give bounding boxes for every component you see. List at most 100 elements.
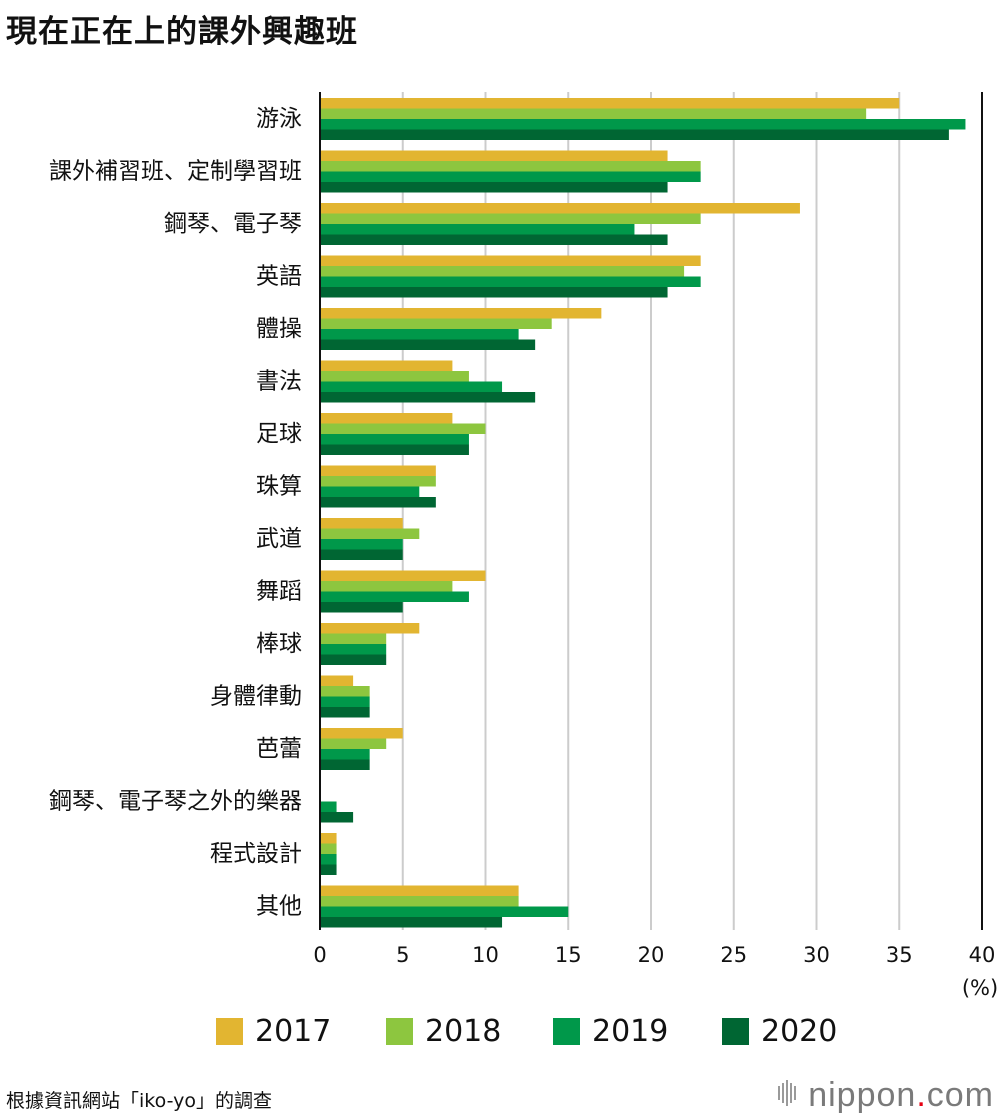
brand-tld: com: [926, 1076, 994, 1114]
x-axis-unit: (%): [962, 976, 998, 1000]
legend-item-2020: 2020: [722, 1014, 837, 1049]
bar-2020-5: [320, 392, 536, 403]
legend-item-2019: 2019: [553, 1014, 668, 1049]
bar-2018-4: [320, 318, 552, 329]
category-label: 身體律動: [210, 684, 302, 710]
x-tick-label: 15: [555, 943, 582, 967]
bar-2018-11: [320, 686, 370, 697]
bar-2019-9: [320, 591, 469, 602]
bar-2019-8: [320, 539, 403, 550]
bar-2017-4: [320, 308, 602, 319]
bar-2017-7: [320, 465, 436, 476]
bar-2017-3: [320, 255, 701, 266]
category-label: 體操: [256, 316, 302, 342]
bar-2018-7: [320, 476, 436, 487]
bar-2019-3: [320, 276, 701, 287]
nippon-logo-icon: [778, 1076, 800, 1115]
category-label: 珠算: [256, 474, 302, 500]
x-tick-label: 35: [886, 943, 913, 967]
legend-label-2020: 2020: [761, 1014, 838, 1049]
category-label: 其他: [256, 894, 302, 920]
chart-title: 現在正在上的課外興趣班: [6, 14, 358, 50]
bar-2019-14: [320, 854, 337, 865]
bar-2019-1: [320, 171, 701, 182]
legend-swatch-2019: [553, 1018, 580, 1045]
bar-2020-8: [320, 549, 403, 560]
bar-2017-0: [320, 98, 900, 109]
category-label: 書法: [256, 369, 302, 395]
bar-2020-2: [320, 234, 668, 245]
category-label: 武道: [256, 526, 302, 552]
category-label: 足球: [256, 421, 302, 447]
bar-2020-6: [320, 444, 469, 455]
bar-2019-6: [320, 434, 469, 445]
legend-swatch-2017: [216, 1018, 243, 1045]
bar-2019-2: [320, 224, 635, 235]
bar-2018-15: [320, 896, 519, 907]
bar-chart: 游泳課外補習班、定制學習班鋼琴、電子琴英語體操書法足球珠算武道舞蹈棒球身體律動芭…: [49, 92, 998, 1000]
source-note: 根據資訊網站「iko-yo」的調查: [6, 1090, 272, 1112]
bar-2017-6: [320, 413, 453, 424]
legend-swatch-2018: [386, 1018, 413, 1045]
bar-2019-7: [320, 486, 420, 497]
bar-2020-12: [320, 759, 370, 770]
bar-2018-6: [320, 423, 486, 434]
bar-2020-9: [320, 602, 403, 613]
x-tick-label: 0: [313, 943, 326, 967]
bar-2018-9: [320, 581, 453, 592]
category-label: 游泳: [256, 106, 302, 132]
bar-2017-10: [320, 623, 420, 634]
bar-2017-15: [320, 885, 519, 896]
legend-item-2017: 2017: [216, 1014, 331, 1049]
legend-label-2017: 2017: [255, 1014, 332, 1049]
bar-2019-4: [320, 329, 519, 340]
x-tick-label: 30: [803, 943, 830, 967]
legend-swatch-2020: [722, 1018, 749, 1045]
bar-2019-5: [320, 381, 503, 392]
bar-2018-10: [320, 633, 387, 644]
bar-2020-13: [320, 812, 354, 823]
bar-2017-9: [320, 570, 486, 581]
bar-2018-8: [320, 528, 420, 539]
bar-2017-14: [320, 833, 337, 844]
category-label: 英語: [256, 264, 302, 290]
category-label: 舞蹈: [256, 579, 302, 605]
category-label: 課外補習班、定制學習班: [49, 159, 302, 185]
brand-logo: nippon. com: [778, 1076, 994, 1115]
category-label: 鋼琴、電子琴之外的樂器: [49, 789, 302, 815]
bar-2017-5: [320, 360, 453, 371]
bar-2020-15: [320, 917, 503, 928]
x-tick-label: 10: [472, 943, 499, 967]
category-label: 程式設計: [210, 841, 302, 867]
x-tick-label: 5: [396, 943, 409, 967]
bar-2019-12: [320, 749, 370, 760]
bar-2019-10: [320, 644, 387, 655]
x-tick-label: 25: [720, 943, 747, 967]
bar-2020-11: [320, 707, 370, 718]
legend-label-2018: 2018: [425, 1014, 502, 1049]
bar-2018-5: [320, 371, 469, 382]
bar-2017-1: [320, 150, 668, 161]
bar-2020-1: [320, 182, 668, 193]
brand-name: nippon: [808, 1076, 917, 1114]
category-label: 鋼琴、電子琴: [164, 211, 302, 237]
bar-2018-3: [320, 266, 685, 277]
bar-2018-2: [320, 213, 701, 224]
bar-2020-14: [320, 864, 337, 875]
legend-label-2019: 2019: [592, 1014, 669, 1049]
bar-2020-7: [320, 497, 436, 508]
bar-2020-0: [320, 129, 949, 140]
bar-2017-11: [320, 675, 354, 686]
category-label: 棒球: [256, 631, 302, 657]
x-tick-label: 40: [969, 943, 996, 967]
bar-2017-8: [320, 518, 403, 529]
bar-2018-1: [320, 161, 701, 172]
legend-item-2018: 2018: [386, 1014, 501, 1049]
bar-2019-11: [320, 696, 370, 707]
x-tick-label: 20: [638, 943, 665, 967]
bar-2019-0: [320, 119, 966, 130]
bar-2017-12: [320, 728, 403, 739]
bar-2019-15: [320, 906, 569, 917]
bar-2019-13: [320, 801, 337, 812]
bar-2020-4: [320, 339, 536, 350]
